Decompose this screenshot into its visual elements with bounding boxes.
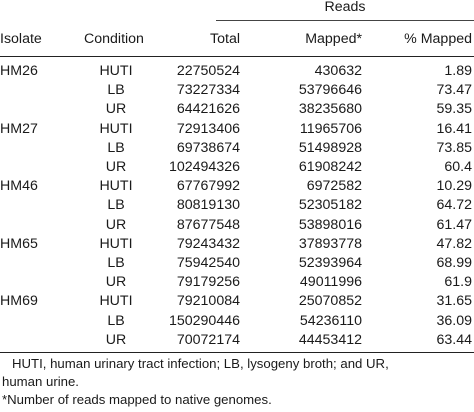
cell-pct-mapped: 59.35 bbox=[436, 101, 472, 117]
cell-condition: UR bbox=[105, 274, 127, 290]
cell-condition: LB bbox=[107, 313, 125, 329]
cell-mapped: 44453412 bbox=[298, 332, 362, 348]
cell-pct-mapped: 61.47 bbox=[436, 217, 472, 233]
cell-mapped: 11965706 bbox=[299, 121, 362, 137]
cell-mapped: 52305182 bbox=[298, 197, 362, 213]
footnote-asterisk: *Number of reads mapped to native genome… bbox=[2, 392, 272, 407]
table-bottom-rule bbox=[0, 352, 474, 353]
cell-total: 87677548 bbox=[176, 217, 240, 233]
footnote-abbreviations-cont: human urine. bbox=[2, 374, 79, 389]
cell-condition: UR bbox=[105, 217, 127, 233]
cell-isolate: HM46 bbox=[0, 178, 38, 194]
cell-mapped: 52393964 bbox=[298, 255, 362, 271]
cell-pct-mapped: 68.99 bbox=[436, 255, 472, 271]
cell-isolate: HM27 bbox=[0, 121, 38, 137]
cell-isolate: HM65 bbox=[0, 236, 38, 252]
cell-total: 79179256 bbox=[176, 274, 240, 290]
cell-total: 75942540 bbox=[176, 255, 240, 271]
cell-total: 79210084 bbox=[176, 293, 240, 309]
cell-total: 102494326 bbox=[168, 159, 240, 175]
cell-condition: UR bbox=[105, 159, 127, 175]
cell-mapped: 38235680 bbox=[298, 101, 362, 117]
column-header-isolate: Isolate bbox=[0, 31, 42, 47]
cell-condition: UR bbox=[105, 332, 127, 348]
column-header-mapped: Mapped* bbox=[305, 31, 362, 47]
cell-condition: LB bbox=[107, 197, 125, 213]
cell-total: 70072174 bbox=[176, 332, 240, 348]
cell-total: 22750524 bbox=[176, 63, 240, 79]
cell-total: 73227334 bbox=[176, 82, 240, 98]
reads-group-header: Reads bbox=[324, 0, 366, 15]
cell-isolate: HM69 bbox=[0, 293, 38, 309]
cell-pct-mapped: 31.65 bbox=[436, 293, 472, 309]
cell-mapped: 53898016 bbox=[298, 217, 362, 233]
column-header-total: Total bbox=[210, 31, 240, 47]
cell-condition: HUTI bbox=[99, 236, 133, 252]
cell-pct-mapped: 63.44 bbox=[436, 332, 472, 348]
cell-pct-mapped: 36.09 bbox=[436, 313, 472, 329]
cell-total: 72913406 bbox=[176, 121, 240, 137]
cell-mapped: 37893778 bbox=[298, 236, 362, 252]
column-header-pct-mapped: % Mapped bbox=[404, 31, 472, 47]
cell-pct-mapped: 73.47 bbox=[436, 82, 472, 98]
cell-total: 67767992 bbox=[176, 178, 240, 194]
cell-total: 79243432 bbox=[176, 236, 240, 252]
cell-total: 80819130 bbox=[176, 197, 240, 213]
cell-condition: HUTI bbox=[99, 293, 133, 309]
cell-pct-mapped: 1.89 bbox=[444, 63, 472, 79]
cell-mapped: 53796646 bbox=[298, 82, 362, 98]
cell-pct-mapped: 61.9 bbox=[444, 274, 472, 290]
cell-mapped: 49011996 bbox=[299, 274, 362, 290]
cell-mapped: 25070852 bbox=[298, 293, 362, 309]
cell-total: 64421626 bbox=[176, 101, 240, 117]
cell-mapped: 430632 bbox=[314, 63, 362, 79]
cell-pct-mapped: 16.41 bbox=[436, 121, 472, 137]
cell-mapped: 61908242 bbox=[298, 159, 362, 175]
header-bottom-rule bbox=[0, 56, 474, 57]
column-header-condition: Condition bbox=[84, 31, 144, 47]
cell-total: 69738674 bbox=[176, 140, 240, 156]
cell-pct-mapped: 73.85 bbox=[436, 140, 472, 156]
cell-condition: LB bbox=[107, 140, 125, 156]
cell-pct-mapped: 47.82 bbox=[436, 236, 472, 252]
footnote-abbreviations: HUTI, human urinary tract infection; LB,… bbox=[12, 356, 389, 371]
cell-pct-mapped: 64.72 bbox=[436, 197, 472, 213]
cell-condition: LB bbox=[107, 82, 125, 98]
cell-mapped: 6972582 bbox=[306, 178, 362, 194]
cell-isolate: HM26 bbox=[0, 63, 38, 79]
cell-condition: HUTI bbox=[99, 121, 133, 137]
cell-pct-mapped: 10.29 bbox=[436, 178, 472, 194]
cell-condition: HUTI bbox=[99, 178, 133, 194]
cell-condition: HUTI bbox=[99, 63, 133, 79]
cell-mapped: 54236110 bbox=[299, 313, 362, 329]
cell-condition: UR bbox=[105, 101, 127, 117]
cell-total: 150290446 bbox=[168, 313, 240, 329]
cell-condition: LB bbox=[107, 255, 125, 271]
cell-pct-mapped: 60.4 bbox=[444, 159, 472, 175]
cell-mapped: 51498928 bbox=[298, 140, 362, 156]
reads-group-rule bbox=[216, 20, 474, 21]
